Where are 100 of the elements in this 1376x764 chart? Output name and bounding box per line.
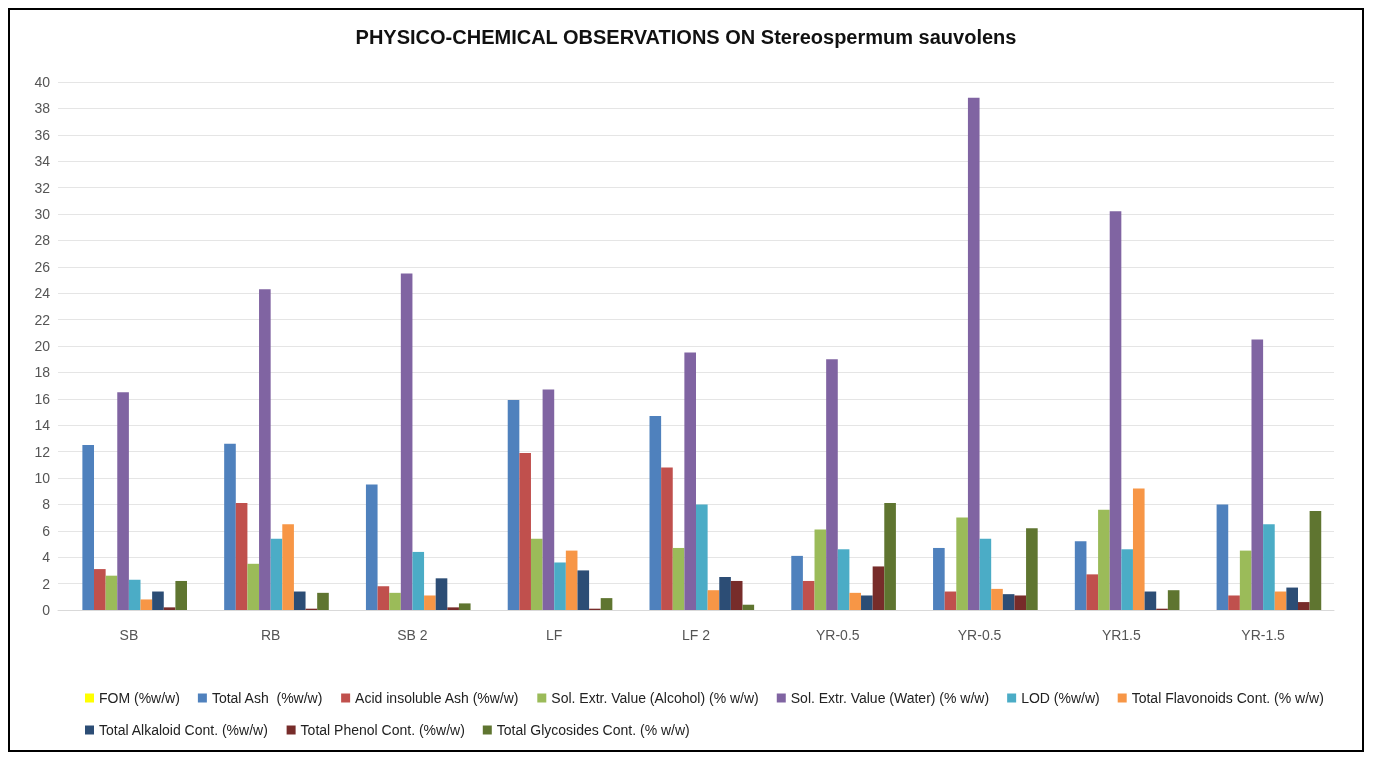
bar [424,595,436,610]
bar [1121,549,1133,610]
bar [707,590,720,610]
bar [282,524,294,610]
bar [791,555,803,610]
y-tick-label: 32 [34,179,51,196]
bar [1251,339,1264,610]
bar [884,503,896,610]
bar [1098,509,1110,610]
legend-label: Total Phenol Cont. (%w/w) [300,722,465,738]
legend-label: Total Ash (%w/w) [211,690,323,706]
bar [152,591,164,610]
bar [826,359,838,610]
bar [94,569,106,610]
y-tick-label: 28 [34,232,51,249]
bar [991,588,1003,610]
bar [377,586,390,610]
bar [814,529,827,610]
bar [967,97,980,610]
bar [719,577,731,610]
bar [1026,528,1038,610]
bar [1014,595,1027,610]
legend-label: Total Glycosides Cont. (% w/w) [496,722,690,738]
bar [1297,602,1310,610]
bar [1086,574,1099,610]
bar [293,591,306,610]
legend-label: Total Alkaloid Cont. (%w/w) [99,722,268,738]
bar [979,538,992,610]
bar [872,566,885,610]
bar [447,607,459,610]
y-tick-label: 6 [42,522,51,539]
y-tick-label: 4 [42,549,51,566]
x-tick-label: YR-0.5 [957,627,1002,643]
bar [412,551,425,610]
y-tick-label: 20 [34,338,51,354]
y-tick-label: 18 [34,364,51,381]
y-tick-label: 36 [34,126,51,143]
legend-label: Sol. Extr. Value (Alcohol) (% w/w) [551,690,759,706]
bar [1074,541,1087,610]
bar [519,452,531,610]
bar [837,549,850,610]
bar [944,591,957,610]
bar [1274,591,1287,610]
bar [163,607,176,610]
bar [1239,550,1252,610]
y-tick-label: 24 [34,285,51,302]
bar [577,570,590,610]
bar [1309,511,1322,610]
legend-label: Sol. Extr. Value (Water) (% w/w) [790,690,990,706]
bar [742,604,755,610]
bar [802,580,815,610]
x-tick-label: YR-1.5 [1241,627,1286,643]
y-tick-label: 34 [34,153,51,170]
bar [672,547,685,610]
bar [400,273,413,610]
bar [600,598,613,610]
x-tick-label: RB [260,627,281,643]
y-tick-label: 14 [34,417,51,434]
y-tick-label: 2 [42,575,51,592]
bar [1167,590,1180,610]
bar [861,595,873,610]
bar [259,289,271,610]
bar [365,484,378,610]
bar [507,400,520,610]
y-tick-label: 22 [34,311,51,328]
bar [235,503,248,610]
bar [1228,595,1240,610]
bar [1286,587,1298,610]
bar [1263,524,1275,610]
bar [224,443,236,610]
bar [1002,594,1015,610]
bar [933,547,945,610]
x-tick-label: YR1.5 [1101,627,1141,643]
bar [565,550,578,610]
bar [140,599,153,610]
bar [684,352,696,610]
bar [730,580,743,610]
bar [530,538,543,610]
bar [696,504,708,610]
x-tick-label: YR-0.5 [815,627,860,643]
bar [175,580,188,610]
bar [82,445,95,610]
y-tick-label: 30 [34,206,51,222]
x-tick-label: SB [119,627,139,643]
y-tick-label: 16 [34,390,51,407]
legend-label: Total Flavonoids Cont. (% w/w) [1131,690,1324,706]
bar [317,592,329,610]
y-tick-label: 38 [34,100,51,117]
y-tick-label: 26 [34,258,51,275]
y-tick-label: 10 [34,470,51,486]
bar [128,579,141,610]
bar [956,517,968,610]
y-tick-label: 0 [42,602,51,618]
x-tick-label: LF [546,627,563,643]
bar [542,389,555,610]
legend-label: Acid insoluble Ash (%w/w) [355,690,519,706]
y-tick-label: 8 [42,496,51,513]
y-tick-label: 40 [34,74,51,90]
bar [105,575,118,610]
bar [849,592,862,610]
